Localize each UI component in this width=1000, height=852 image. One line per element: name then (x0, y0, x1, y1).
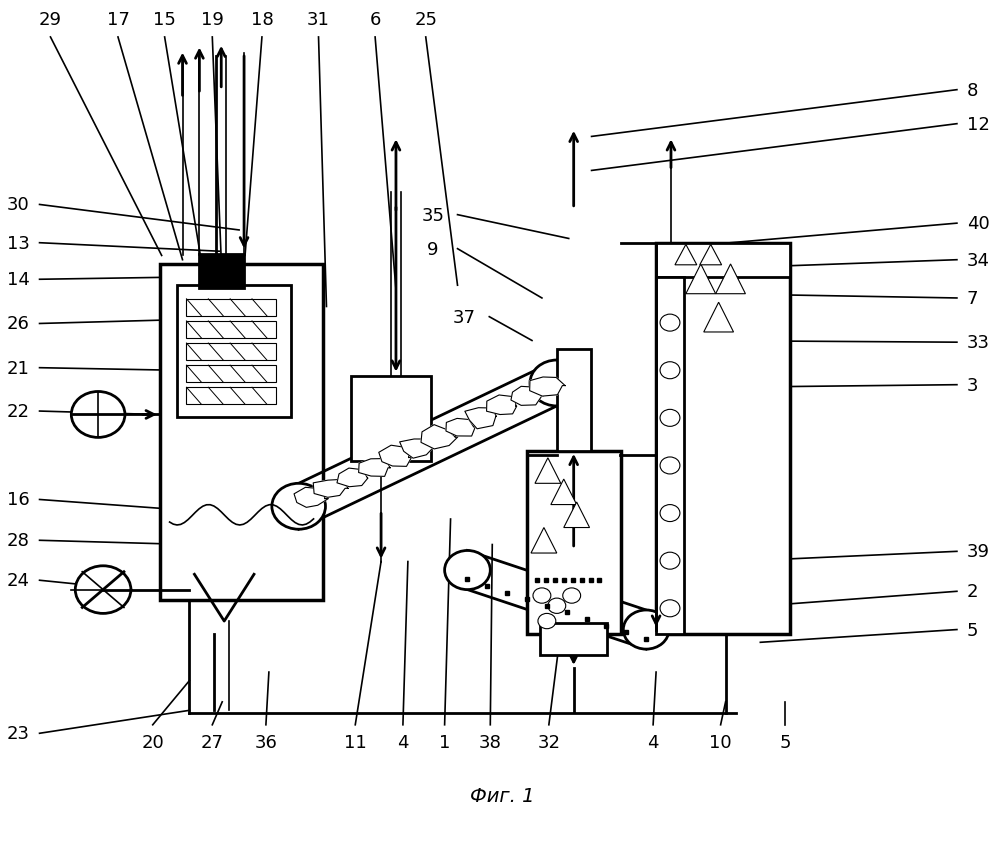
Text: 40: 40 (967, 215, 990, 233)
Text: 25: 25 (414, 11, 437, 30)
Text: 34: 34 (967, 251, 990, 269)
Circle shape (563, 588, 581, 603)
Text: 33: 33 (967, 334, 990, 352)
Bar (351, 377, 431, 462)
Bar (186, 388, 276, 405)
Polygon shape (337, 469, 368, 487)
Text: 4: 4 (647, 734, 659, 751)
Polygon shape (359, 459, 390, 477)
Text: 7: 7 (967, 290, 978, 308)
Text: 9: 9 (427, 240, 438, 258)
Text: 31: 31 (307, 11, 330, 30)
Text: 29: 29 (39, 11, 62, 30)
Circle shape (272, 484, 325, 530)
Polygon shape (379, 446, 411, 467)
Polygon shape (675, 245, 697, 266)
Polygon shape (313, 480, 348, 498)
Circle shape (660, 314, 680, 331)
Text: 26: 26 (7, 315, 30, 333)
Polygon shape (704, 302, 734, 332)
Text: 32: 32 (537, 734, 560, 751)
Polygon shape (700, 245, 722, 266)
Text: 16: 16 (7, 491, 30, 509)
Circle shape (660, 600, 680, 617)
Text: 14: 14 (7, 271, 30, 289)
Text: 28: 28 (7, 532, 30, 550)
Text: 2: 2 (967, 583, 978, 601)
Polygon shape (531, 528, 557, 554)
Polygon shape (716, 265, 745, 295)
Polygon shape (400, 440, 434, 458)
Text: 35: 35 (421, 206, 444, 224)
Text: Фиг. 1: Фиг. 1 (470, 786, 534, 805)
Text: 30: 30 (7, 196, 30, 214)
Circle shape (445, 551, 490, 590)
Polygon shape (294, 487, 328, 508)
Text: 10: 10 (709, 734, 732, 751)
Text: 1: 1 (439, 734, 450, 751)
Circle shape (71, 392, 125, 438)
Text: 17: 17 (107, 11, 129, 30)
Bar (656, 278, 684, 634)
Text: 6: 6 (369, 11, 381, 30)
Text: 18: 18 (251, 11, 273, 30)
Polygon shape (465, 408, 496, 429)
Polygon shape (686, 265, 716, 295)
Polygon shape (421, 425, 458, 449)
Circle shape (530, 360, 584, 406)
Text: 19: 19 (201, 11, 224, 30)
Text: 21: 21 (7, 360, 30, 377)
Text: 5: 5 (967, 621, 978, 639)
Bar (656, 244, 790, 634)
Circle shape (548, 598, 566, 613)
Bar (160, 265, 323, 600)
Bar (540, 623, 607, 655)
Circle shape (660, 505, 680, 522)
Text: 12: 12 (967, 116, 990, 134)
Bar (177, 286, 291, 417)
Text: 3: 3 (967, 377, 978, 394)
Circle shape (660, 410, 680, 427)
Circle shape (75, 566, 131, 613)
Polygon shape (551, 480, 577, 505)
Circle shape (660, 362, 680, 379)
Circle shape (538, 613, 556, 629)
Circle shape (623, 610, 669, 649)
Text: 4: 4 (397, 734, 409, 751)
Bar (186, 366, 276, 383)
Text: 38: 38 (479, 734, 502, 751)
Polygon shape (564, 503, 590, 528)
Text: 24: 24 (7, 572, 30, 590)
Text: 15: 15 (153, 11, 176, 30)
Polygon shape (487, 395, 517, 415)
Text: 37: 37 (453, 308, 476, 326)
Polygon shape (511, 387, 543, 406)
Polygon shape (446, 419, 475, 436)
Bar (186, 321, 276, 338)
Bar (186, 299, 276, 316)
Polygon shape (530, 377, 565, 397)
Text: 23: 23 (7, 724, 30, 742)
Bar (557, 349, 591, 452)
Bar (527, 452, 621, 634)
Text: 27: 27 (201, 734, 224, 751)
Text: 13: 13 (7, 234, 30, 252)
Circle shape (660, 553, 680, 569)
Circle shape (660, 458, 680, 475)
Bar (199, 255, 244, 289)
Text: 36: 36 (254, 734, 277, 751)
Circle shape (533, 588, 551, 603)
Text: 39: 39 (967, 543, 990, 561)
Text: 8: 8 (967, 82, 978, 100)
Text: 20: 20 (141, 734, 164, 751)
Text: 5: 5 (779, 734, 791, 751)
Text: 22: 22 (7, 403, 30, 421)
Polygon shape (535, 458, 561, 484)
Bar (656, 244, 790, 278)
Text: 11: 11 (344, 734, 367, 751)
Bar (186, 343, 276, 360)
